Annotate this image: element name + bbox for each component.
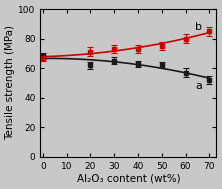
Y-axis label: Tensile strength (MPa): Tensile strength (MPa) bbox=[6, 26, 16, 140]
X-axis label: Al₂O₃ content (wt%): Al₂O₃ content (wt%) bbox=[77, 174, 180, 184]
Text: b: b bbox=[195, 22, 202, 32]
Text: a: a bbox=[195, 81, 202, 91]
